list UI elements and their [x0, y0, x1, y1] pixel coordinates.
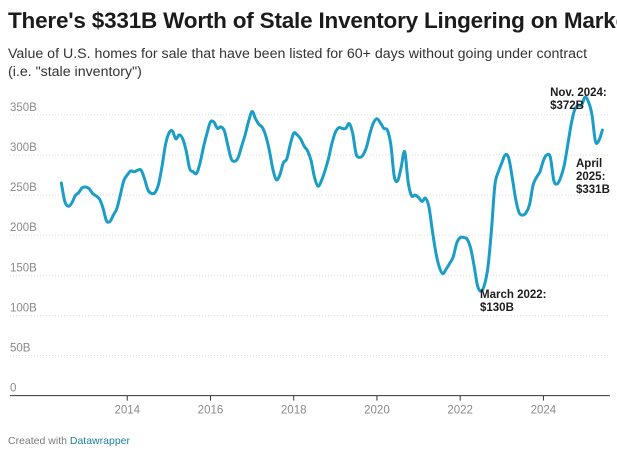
annotation-2024-11: Nov. 2024: $372B [550, 87, 607, 112]
y-tick-label-100: 100B [10, 302, 37, 314]
y-tick-label-150: 150B [10, 262, 37, 274]
x-axis: 2014 2016 2018 2020 2022 2024 [10, 395, 610, 417]
datawrapper-link[interactable]: Datawrapper [69, 435, 130, 447]
x-tick-label-2020: 2020 [364, 405, 390, 417]
annotation-line: $130B [480, 302, 514, 314]
annotation-line: 2025: [576, 171, 605, 183]
y-tick-label-250: 250B [10, 182, 37, 194]
annotation-line: $331B [576, 184, 610, 196]
series-layer [59, 95, 604, 293]
x-tick-label-2022: 2022 [447, 405, 473, 417]
x-tick-label-2014: 2014 [114, 405, 140, 417]
y-tick-label-300: 300B [10, 142, 37, 154]
annotation-2022-07: March 2022: $130B [480, 289, 546, 314]
footer-prefix: Created with [8, 435, 67, 447]
y-axis-tick-labels: 0 50B 100B 150B 200B 250B 300B 350B [10, 102, 37, 395]
annotation-line: April [576, 158, 602, 170]
y-tick-label-50: 50B [10, 342, 31, 354]
x-tick-label-2016: 2016 [198, 405, 224, 417]
x-tick-label-2024: 2024 [531, 405, 557, 417]
chart-title: There's $331B Worth of Stale Inventory L… [8, 8, 617, 33]
x-tick-label-2018: 2018 [281, 405, 307, 417]
annotations: Nov. 2024: $372B April 2025: $331B March 2022… [480, 87, 610, 314]
gridlines [10, 114, 610, 356]
chart-subtitle: Value of U.S. homes for sale that have b… [8, 46, 588, 80]
y-tick-label-200: 200B [10, 222, 37, 234]
footer-credit: Created with Datawrapper [8, 435, 130, 447]
annotation-line: Nov. 2024: [550, 87, 607, 99]
annotation-line: March 2022: [480, 289, 546, 301]
series-line-0 [59, 95, 604, 293]
annotation-line: $372B [550, 100, 584, 112]
y-tick-label-350: 350B [10, 102, 37, 114]
annotation-2025-04: April 2025: $331B [576, 158, 610, 196]
y-tick-label-0: 0 [10, 383, 16, 395]
